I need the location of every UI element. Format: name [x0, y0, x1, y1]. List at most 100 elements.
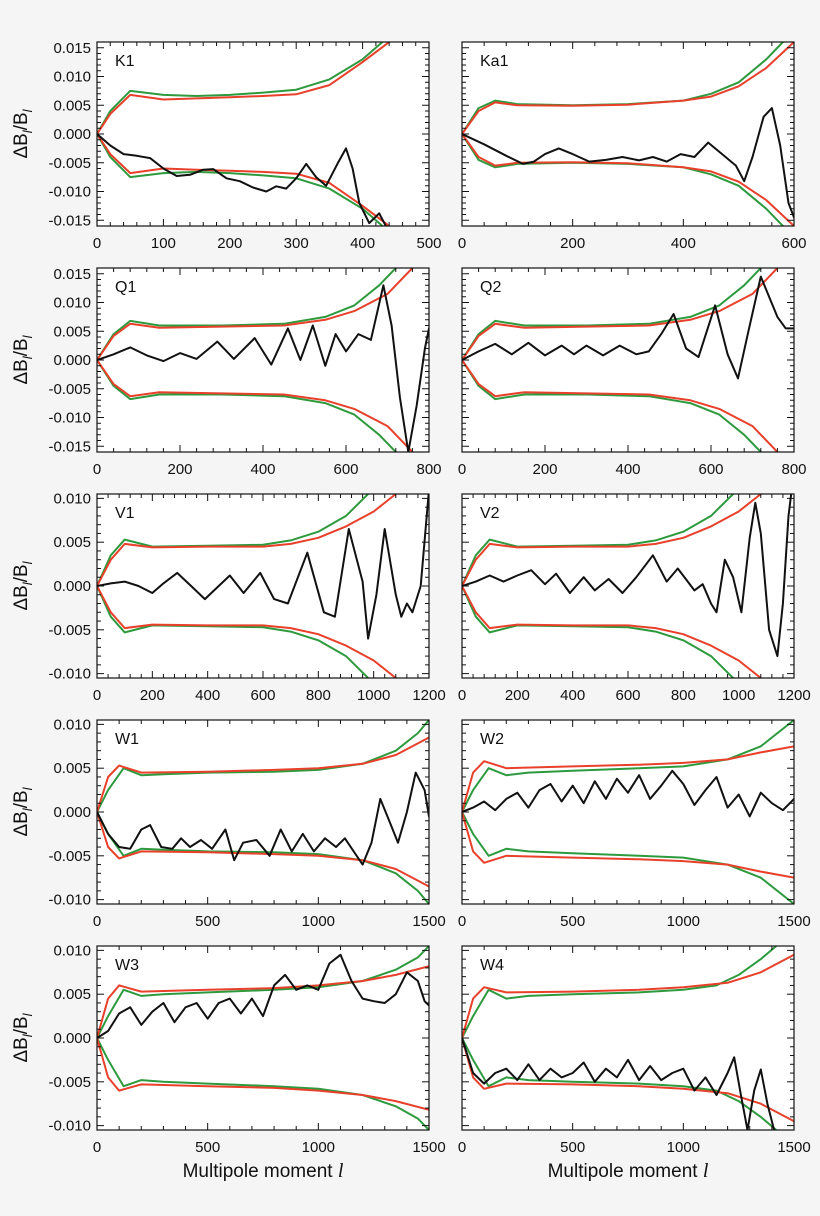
- x-tick-label: 500: [195, 913, 220, 930]
- x-tick-label: 800: [781, 461, 806, 478]
- x-tick-label: 200: [505, 687, 530, 704]
- series-line-red: [97, 811, 429, 888]
- series-line-green: [97, 585, 370, 678]
- x-tick-label: 0: [93, 235, 101, 252]
- y-tick-label: -0.005: [48, 381, 91, 398]
- y-tick-label: 0.000: [53, 352, 91, 369]
- panel-w4: 0 500 1000 1500 W4: [458, 945, 811, 1156]
- x-tick-label: 600: [250, 687, 275, 704]
- series-line-black: [462, 494, 793, 658]
- x-tick-label: 1500: [412, 1139, 445, 1156]
- x-tick-label: 500: [560, 1139, 585, 1156]
- panel-title: Q2: [480, 279, 501, 296]
- y-axis-label: ΔBl/Bl: [11, 1012, 35, 1062]
- x-tick-label: 600: [615, 687, 640, 704]
- series-line-black: [97, 771, 429, 866]
- series-line-red: [462, 494, 762, 587]
- panel-title: W4: [480, 957, 504, 974]
- series-line-green: [462, 720, 794, 813]
- y-tick-label: -0.015: [48, 212, 91, 229]
- x-tick-label: 400: [615, 461, 640, 478]
- x-tick-label: 600: [333, 461, 358, 478]
- series-line-green: [462, 946, 778, 1039]
- series-line-black: [97, 953, 429, 1039]
- y-tick-label: -0.010: [48, 1118, 91, 1135]
- series-line-red: [97, 359, 414, 452]
- x-tick-label: 1500: [777, 913, 810, 930]
- series-line-black: [97, 133, 387, 226]
- series-line-red: [97, 133, 391, 226]
- panel-w3: 0 500 1000 1500 -0.010 -0.005 0.000 0.005 0.010 W…: [48, 942, 445, 1156]
- x-tick-label: 1200: [412, 687, 445, 704]
- y-tick-label: -0.010: [48, 666, 91, 683]
- x-tick-label: 800: [416, 461, 441, 478]
- panel-v1: 0 200 400 600 800 1000 1200 -0.010 -0.005 0.000 0.…: [48, 490, 445, 704]
- y-tick-label: 0.010: [53, 942, 91, 959]
- series-line-green: [462, 359, 762, 452]
- y-tick-label: -0.010: [48, 410, 91, 427]
- y-tick-label: 0.005: [53, 760, 91, 777]
- series-line-red: [97, 1037, 429, 1111]
- series-line-red: [462, 585, 762, 678]
- x-tick-label: 1000: [667, 1139, 700, 1156]
- series-line-green: [462, 811, 794, 904]
- y-tick-label: 0.010: [53, 69, 91, 86]
- panel-title: Ka1: [480, 53, 509, 70]
- series-line-red: [462, 953, 794, 1039]
- x-tick-label: 600: [781, 235, 806, 252]
- panel-title: V1: [115, 505, 135, 522]
- y-tick-label: -0.005: [48, 155, 91, 172]
- x-tick-label: 500: [195, 1139, 220, 1156]
- y-tick-label: 0.010: [53, 716, 91, 733]
- series-line-red: [97, 965, 429, 1039]
- panel-w2: 0 500 1000 1500 W2: [458, 719, 811, 930]
- x-tick-label: 0: [93, 461, 101, 478]
- x-tick-label: 0: [458, 461, 466, 478]
- panel-w1: 0 500 1000 1500 -0.010 -0.005 0.000 0.005 0.010 W…: [48, 716, 445, 930]
- series-line-green: [97, 359, 397, 452]
- x-tick-label: 0: [93, 913, 101, 930]
- series-line-red: [462, 133, 794, 226]
- series-line-red: [97, 268, 414, 361]
- x-tick-label: 1200: [777, 687, 810, 704]
- y-tick-label: 0.015: [53, 40, 91, 57]
- x-tick-label: 0: [458, 1139, 466, 1156]
- y-axis-label: ΔBl/Bl: [11, 786, 35, 836]
- x-tick-label: 1500: [777, 1139, 810, 1156]
- panel-title: W1: [115, 731, 139, 748]
- y-tick-label: -0.005: [48, 848, 91, 865]
- series-line-black: [462, 769, 794, 818]
- x-tick-label: 0: [93, 1139, 101, 1156]
- x-tick-label: 0: [458, 913, 466, 930]
- x-tick-label: 400: [195, 687, 220, 704]
- x-tick-label: 0: [93, 687, 101, 704]
- panel-ka1: 0 200 400 600 Ka1: [458, 41, 807, 252]
- x-axis-label: Multipole moment l: [548, 1160, 709, 1182]
- x-tick-label: 800: [306, 687, 331, 704]
- series-line-black: [462, 1037, 776, 1130]
- x-tick-label: 200: [560, 235, 585, 252]
- series-line-red: [462, 359, 779, 452]
- x-tick-label: 500: [560, 913, 585, 930]
- series-line-green: [462, 494, 735, 587]
- x-tick-label: 200: [140, 687, 165, 704]
- panel-title: V2: [480, 505, 500, 522]
- x-tick-label: 200: [217, 235, 242, 252]
- y-tick-label: -0.005: [48, 1074, 91, 1091]
- series-line-green: [97, 1037, 429, 1130]
- series-line-black: [462, 275, 794, 380]
- plot-area: [97, 268, 429, 452]
- plot-area: [97, 494, 429, 678]
- y-tick-label: 0.000: [53, 1030, 91, 1047]
- series-line-red: [462, 268, 779, 361]
- x-axis-label: Multipole moment l: [183, 1160, 344, 1182]
- y-tick-label: -0.015: [48, 438, 91, 455]
- series-line-red: [97, 42, 391, 135]
- series-line-red: [97, 736, 429, 813]
- panel-k1: 0 100 200 300 400 500 -0.015 -0.010 -0.005 0.000 0…: [48, 40, 441, 252]
- series-line-red: [462, 811, 794, 879]
- y-tick-label: 0.010: [53, 295, 91, 312]
- series-line-red: [97, 585, 397, 678]
- y-tick-label: 0.015: [53, 266, 91, 283]
- y-tick-label: 0.010: [53, 490, 91, 507]
